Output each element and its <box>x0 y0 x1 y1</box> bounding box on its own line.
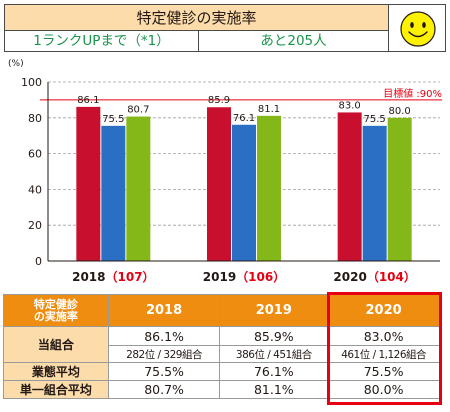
data-label: 83.0 <box>339 100 361 111</box>
remaining-count-text: あと205人 <box>199 31 389 52</box>
bar-2019-s2 <box>232 124 256 261</box>
bar-2018-s1 <box>76 106 101 261</box>
union-rate-2018: 86.1% <box>107 326 221 346</box>
y-axis-unit-label: (%) <box>8 59 24 69</box>
union-rate-2019: 85.9% <box>219 326 329 346</box>
y-tick-label: 60 <box>28 148 42 161</box>
data-label: 75.5 <box>364 114 386 125</box>
summary-header: 特定健診の実施率 1ランクUPまで（*1） あと205人 <box>4 4 446 52</box>
rank-up-text: 1ランクUPまで（*1） <box>5 31 199 52</box>
smiley-face-icon <box>390 5 446 52</box>
bar-2020-s2 <box>362 125 387 261</box>
data-label: 81.1 <box>258 104 280 115</box>
union-rank-2019: 386位 / 451組合 <box>219 345 329 363</box>
x-category-label: 2018（107） <box>72 269 154 284</box>
y-tick-label: 20 <box>28 219 42 232</box>
union-rank-2020: 461位 / 1,126組合 <box>327 345 440 363</box>
corner-line-1: 特定健診 <box>33 297 78 311</box>
row-header-single: 単一組合平均 <box>3 380 109 399</box>
y-tick-label: 40 <box>28 183 42 196</box>
target-label: 目標値 :90% <box>383 87 442 100</box>
data-label: 76.1 <box>233 113 255 124</box>
year-header-2020: 2020 <box>327 294 440 327</box>
data-label: 80.7 <box>127 105 149 116</box>
rate-comparison-table: 特定健診 の実施率 2018 2019 2020 当組合 86.1% 85.9%… <box>3 294 440 399</box>
bar-2019-s3 <box>257 115 281 262</box>
data-label: 85.9 <box>208 95 230 106</box>
single-rate-2019: 81.1% <box>219 380 329 399</box>
bar-2020-s3 <box>387 117 412 261</box>
data-label: 86.1 <box>77 95 99 106</box>
bar-2018-s2 <box>101 125 126 261</box>
data-label: 75.5 <box>102 114 124 125</box>
data-label: 80.0 <box>389 106 411 117</box>
highlight-2020-frame <box>327 292 442 405</box>
single-rate-2018: 80.7% <box>107 380 221 399</box>
y-tick-label: 100 <box>21 76 42 89</box>
y-tick-label: 0 <box>35 255 42 268</box>
page-title: 特定健診の実施率 <box>5 5 389 31</box>
table-corner-header: 特定健診 の実施率 <box>3 294 109 327</box>
union-rank-2018: 282位 / 329組合 <box>107 345 221 363</box>
y-tick-label: 80 <box>28 112 42 125</box>
corner-line-2: の実施率 <box>33 309 78 323</box>
row-header-union: 当組合 <box>3 326 109 363</box>
industry-rate-2018: 75.5% <box>107 362 221 381</box>
x-category-label: 2020（104） <box>333 269 415 284</box>
bar-2018-s3 <box>126 116 151 261</box>
bar-2020-s1 <box>337 112 362 262</box>
x-category-label: 2019（106） <box>203 269 285 284</box>
bar-2019-s1 <box>207 107 231 261</box>
industry-rate-2019: 76.1% <box>219 362 329 381</box>
year-header-2019: 2019 <box>219 294 329 327</box>
row-header-industry: 業態平均 <box>3 362 109 381</box>
year-header-2018: 2018 <box>107 294 221 327</box>
